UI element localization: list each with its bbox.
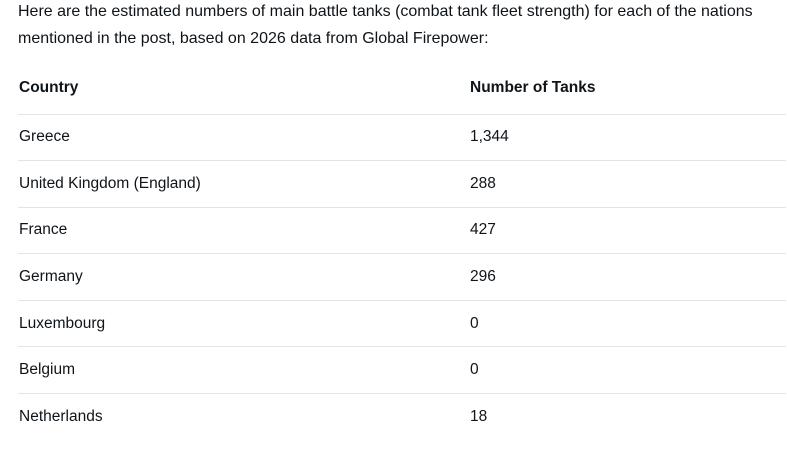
country-cell: Luxembourg (18, 300, 469, 348)
tanks-cell: 0 (469, 346, 786, 395)
tanks-cell: 1,344 (469, 114, 786, 162)
table-row: United Kingdom (England) 288 (18, 160, 786, 208)
country-cell: Belgium (18, 346, 469, 395)
response-content: Here are the estimated numbers of main b… (18, 3, 786, 440)
country-cell: Netherlands (19, 408, 103, 426)
country-cell: United Kingdom (England) (18, 160, 469, 208)
tanks-cell: 296 (469, 253, 786, 301)
tank-table: Country Number of Tanks Greece 1,344 Uni… (18, 68, 786, 440)
tanks-cell: 288 (469, 160, 786, 208)
table-row: Luxembourg 0 (18, 300, 786, 348)
tanks-cell: 427 (469, 207, 786, 255)
header-number-of-tanks: Number of Tanks (469, 68, 786, 115)
table-header-row: Country Number of Tanks (18, 68, 786, 115)
tanks-cell: 0 (469, 300, 786, 348)
table-row: Greece 1,344 (18, 114, 786, 162)
country-cell: Greece (18, 114, 469, 162)
table-row: Germany 296 (18, 253, 786, 301)
country-cell: Germany (18, 253, 469, 301)
table-row: Netherlands 18 (18, 394, 786, 441)
table-row: Belgium 0 (18, 346, 786, 395)
intro-paragraph: Here are the estimated numbers of main b… (18, 3, 753, 47)
tanks-cell: 18 (470, 408, 488, 426)
table-row: France 427 (18, 207, 786, 255)
header-country: Country (18, 68, 469, 115)
country-cell: France (18, 207, 469, 255)
